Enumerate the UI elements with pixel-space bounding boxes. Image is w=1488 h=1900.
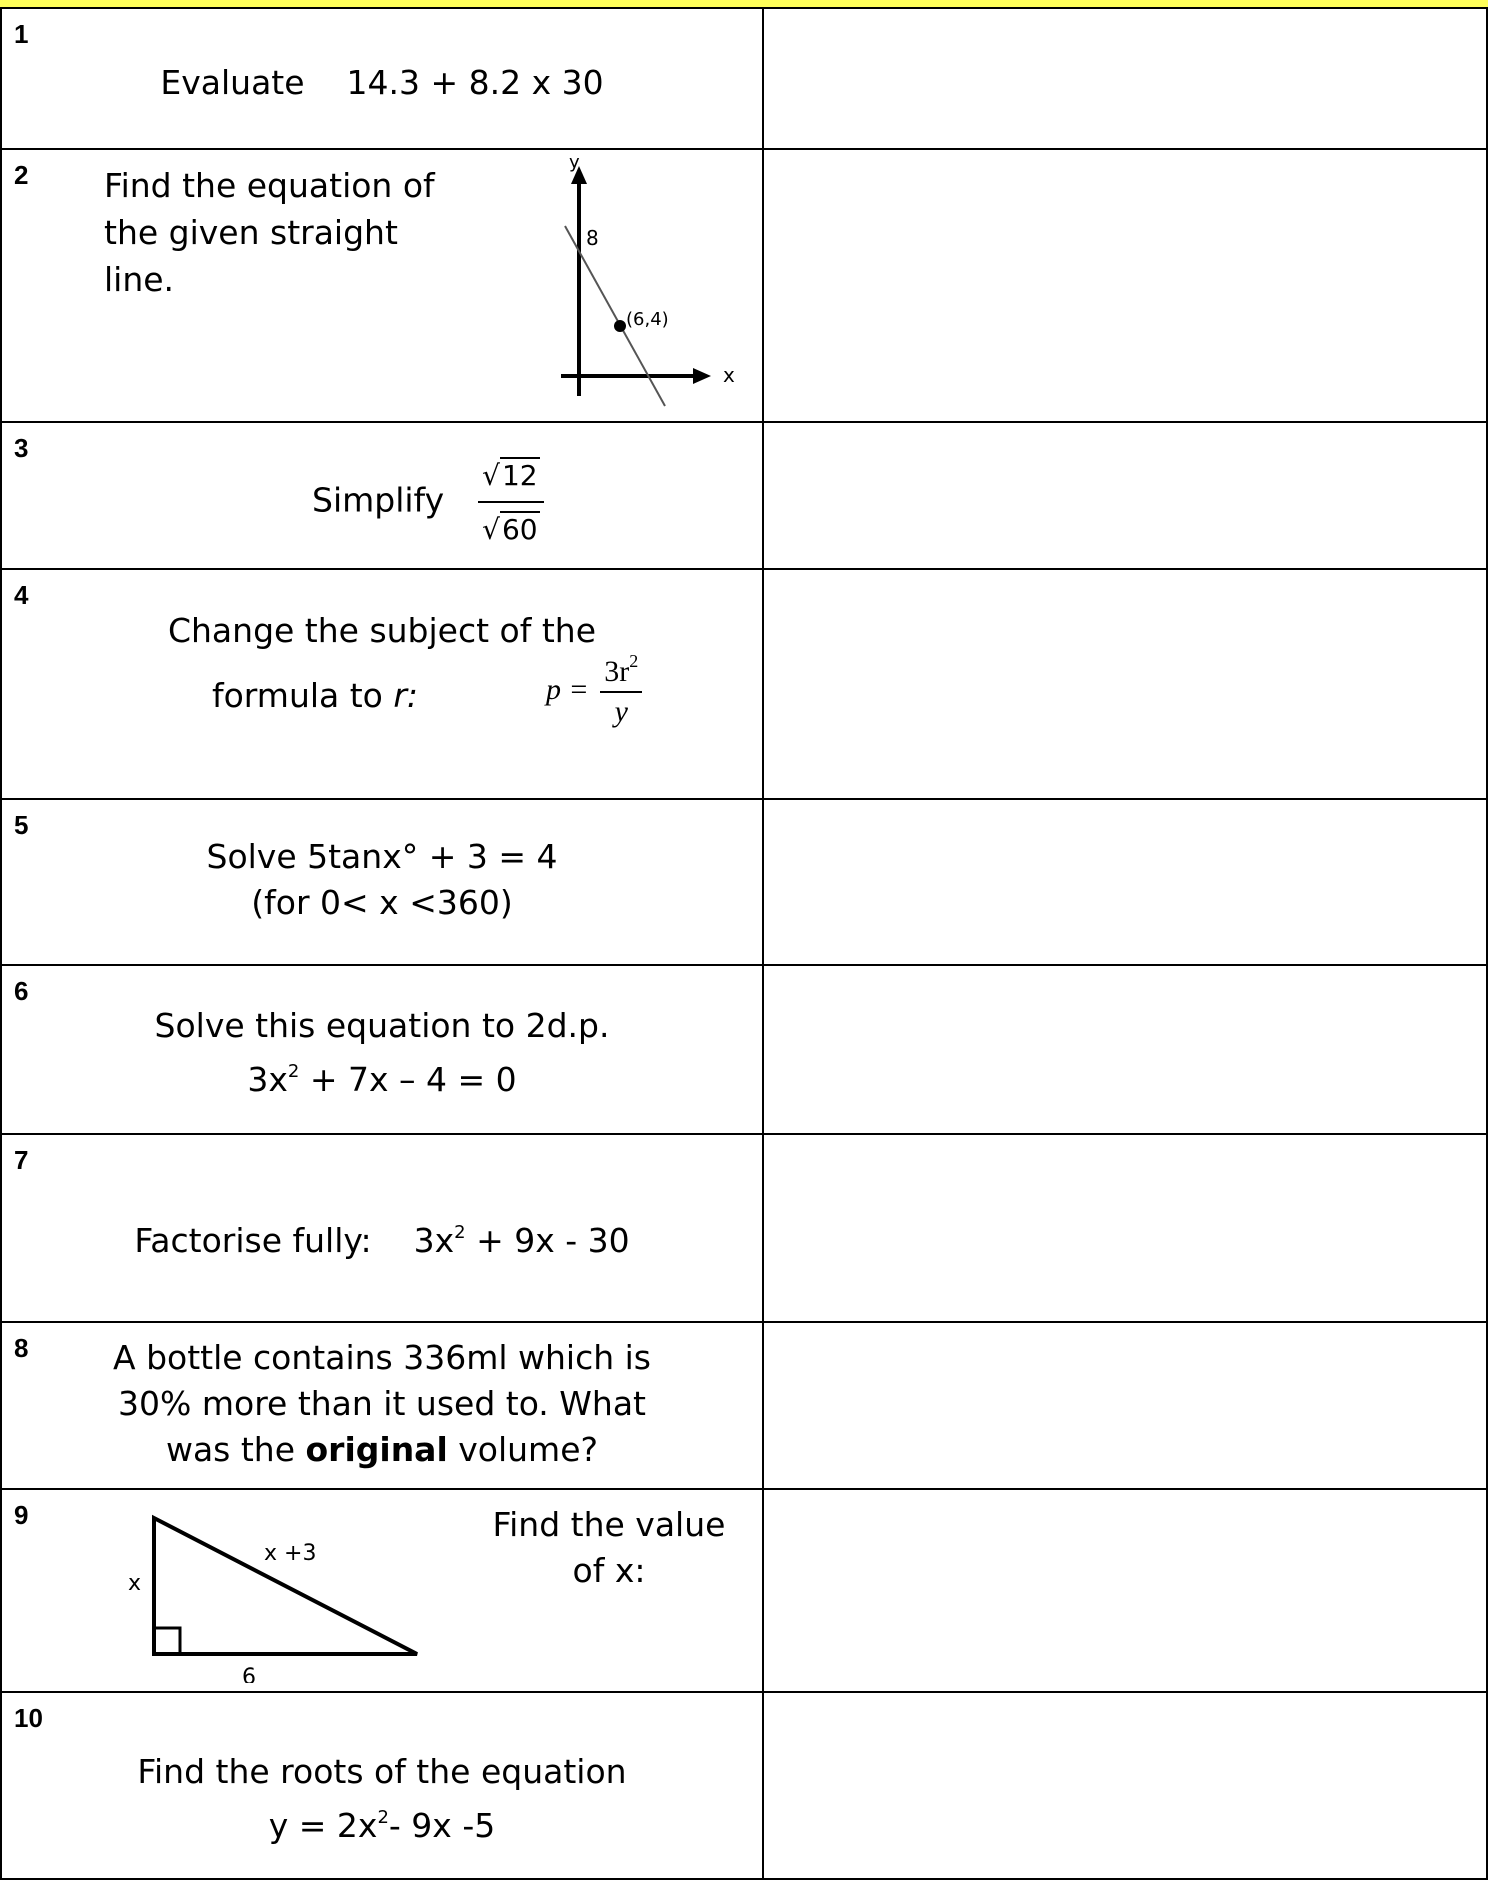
question-number: 6	[14, 976, 29, 1006]
question-number: 10	[14, 1703, 43, 1733]
base-label: 6	[242, 1665, 256, 1683]
answer-cell-7[interactable]	[762, 1133, 1488, 1323]
question-text: Simplify √12 √60	[312, 451, 544, 553]
question-cell-7: 7 Factorise fully: 3x2 + 9x - 30	[0, 1133, 764, 1323]
question-text: Evaluate 14.3 + 8.2 x 30	[160, 63, 604, 102]
question-row-7: 7 Factorise fully: 3x2 + 9x - 30	[0, 1133, 1488, 1323]
answer-cell-8[interactable]	[762, 1321, 1488, 1490]
straight-line-graph: y x 8 (6,4)	[561, 156, 735, 407]
top-highlight-bar	[0, 0, 1488, 7]
question-text-line1: Change the subject of the	[167, 611, 597, 650]
answer-cell-2[interactable]	[762, 148, 1488, 423]
question-number: 4	[14, 580, 29, 610]
question-row-4: 4 Change the subject of the formula to r…	[0, 568, 1488, 800]
answer-cell-1[interactable]	[762, 7, 1488, 150]
question-cell-10: 10 Find the roots of the equation y = 2x…	[0, 1691, 764, 1880]
question-cell-1: 1 Evaluate 14.3 + 8.2 x 30	[0, 7, 764, 150]
answer-cell-4[interactable]	[762, 568, 1488, 800]
question-number: 3	[14, 433, 29, 463]
sqrt-fraction: √12 √60	[478, 451, 544, 553]
question-text: Solve this equation to 2d.p. 3x2 + 7x – …	[154, 1006, 610, 1099]
question-text: Find the value of x:	[492, 1505, 726, 1590]
answer-cell-3[interactable]	[762, 421, 1488, 570]
question-cell-4: 4 Change the subject of the formula to r…	[0, 568, 764, 800]
question-cell-8: 8 A bottle contains 336ml which is 30% m…	[0, 1321, 764, 1490]
question-number: 2	[14, 160, 29, 190]
question-row-2: 2 Find the equation of the given straigh…	[0, 148, 1488, 423]
question-text: Find the equation of the given straight …	[104, 166, 435, 299]
answer-cell-6[interactable]	[762, 964, 1488, 1135]
side-left-label: x	[128, 1571, 141, 1596]
question-number: 8	[14, 1333, 29, 1363]
question-row-10: 10 Find the roots of the equation y = 2x…	[0, 1691, 1488, 1880]
question-text: A bottle contains 336ml which is 30% mor…	[113, 1338, 651, 1469]
answer-cell-10[interactable]	[762, 1691, 1488, 1880]
question-cell-3: 3 Simplify √12 √60	[0, 421, 764, 570]
answer-cell-9[interactable]	[762, 1488, 1488, 1693]
question-row-8: 8 A bottle contains 336ml which is 30% m…	[0, 1321, 1488, 1490]
question-row-3: 3 Simplify √12 √60	[0, 421, 1488, 570]
question-row-6: 6 Solve this equation to 2d.p. 3x2 + 7x …	[0, 964, 1488, 1135]
question-cell-6: 6 Solve this equation to 2d.p. 3x2 + 7x …	[0, 964, 764, 1135]
intercept-label: 8	[586, 226, 599, 250]
y-axis-label: y	[569, 156, 580, 173]
question-number: 5	[14, 810, 29, 840]
formula: p = 3r2 y	[546, 651, 643, 729]
question-cell-9: 9 x x +3 6 Find the value of x:	[0, 1488, 764, 1693]
question-text: Factorise fully: 3x2 + 9x - 30	[134, 1221, 630, 1260]
question-row-5: 5 Solve 5tanx° + 3 = 4 (for 0< x <360)	[0, 798, 1488, 966]
question-cell-2: 2 Find the equation of the given straigh…	[0, 148, 764, 423]
right-triangle-diagram: x x +3 6	[128, 1514, 418, 1683]
question-text: Solve 5tanx° + 3 = 4 (for 0< x <360)	[206, 837, 558, 922]
question-text-line2: formula to r:	[212, 676, 419, 715]
x-axis-label: x	[723, 363, 735, 387]
worksheet-table: 1 Evaluate 14.3 + 8.2 x 30 2 Find the eq…	[0, 7, 1488, 1880]
answer-cell-5[interactable]	[762, 798, 1488, 966]
question-number: 9	[14, 1500, 29, 1530]
question-row-1: 1 Evaluate 14.3 + 8.2 x 30	[0, 7, 1488, 150]
question-number: 7	[14, 1145, 29, 1175]
question-row-9: 9 x x +3 6 Find the value of x:	[0, 1488, 1488, 1693]
question-text: Find the roots of the equation y = 2x2- …	[137, 1752, 627, 1845]
question-cell-5: 5 Solve 5tanx° + 3 = 4 (for 0< x <360)	[0, 798, 764, 966]
question-number: 1	[14, 19, 29, 49]
point-label: (6,4)	[626, 309, 669, 330]
hypotenuse-label: x +3	[264, 1541, 316, 1566]
